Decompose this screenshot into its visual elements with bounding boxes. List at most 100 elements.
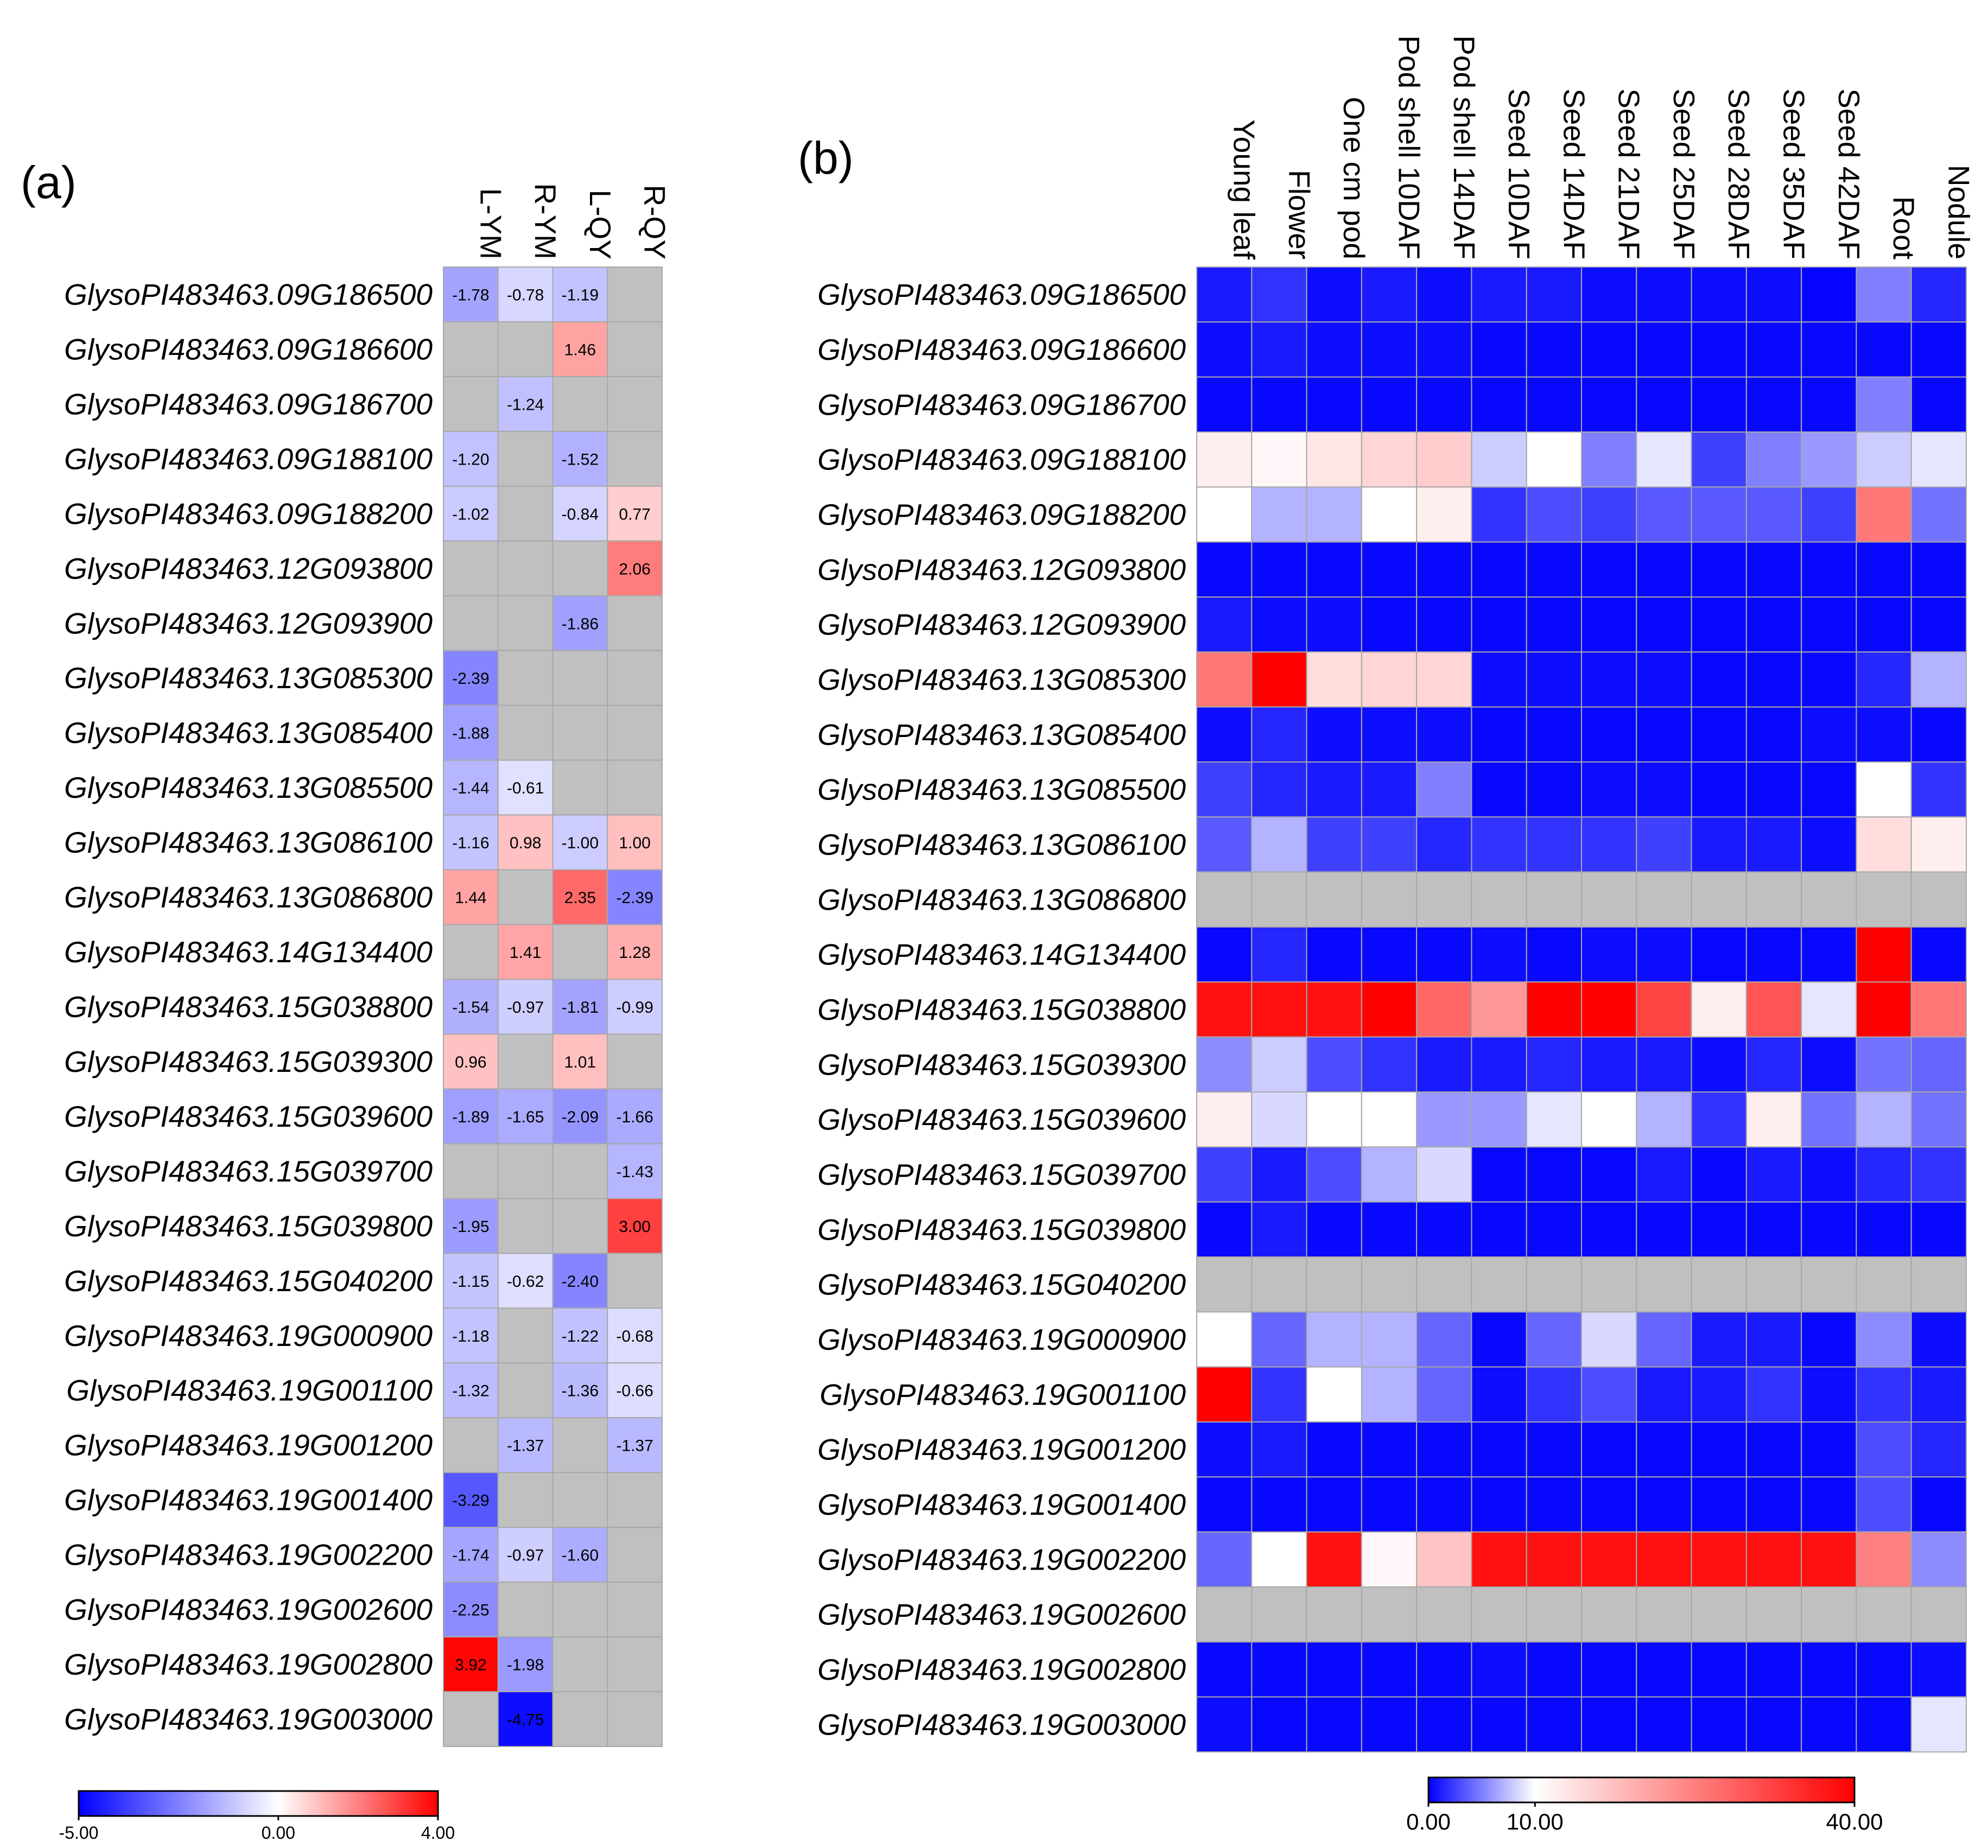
heatmap-cell xyxy=(1306,981,1362,1038)
heatmap-cell xyxy=(1636,871,1692,928)
heatmap-cell xyxy=(1416,541,1472,598)
cell-value-label: -1.36 xyxy=(562,1382,599,1400)
heatmap-cell xyxy=(1251,1201,1307,1258)
heatmap-cell xyxy=(1251,706,1307,763)
heatmap-cell xyxy=(1416,651,1472,708)
heatmap-cell xyxy=(1416,1036,1472,1093)
heatmap-cell xyxy=(1471,266,1527,323)
heatmap-cell xyxy=(1636,1091,1692,1148)
heatmap-cell xyxy=(1745,486,1802,543)
heatmap-cell xyxy=(497,1582,554,1638)
heatmap-cell xyxy=(1251,376,1307,433)
heatmap-cell xyxy=(1581,1366,1637,1423)
heatmap-cell xyxy=(552,376,608,432)
heatmap-cell xyxy=(1801,321,1857,378)
heatmap-cell xyxy=(1471,1311,1527,1368)
cell-value-label: -1.74 xyxy=(452,1547,489,1565)
heatmap-cell xyxy=(1856,1146,1912,1203)
heatmap-cell xyxy=(1745,761,1802,818)
heatmap-cell xyxy=(1416,1256,1472,1313)
row-label: GlysoPI483463.12G093800 xyxy=(64,551,433,585)
row-label: GlysoPI483463.15G039600 xyxy=(817,1103,1186,1136)
heatmap-cell xyxy=(1801,1091,1857,1148)
heatmap-cell xyxy=(1471,1476,1527,1533)
heatmap-cell xyxy=(1745,266,1802,323)
heatmap-cell xyxy=(443,869,499,925)
heatmap-cell xyxy=(443,540,499,596)
heatmap-cell xyxy=(1361,1256,1418,1313)
heatmap-cell xyxy=(1745,1476,1802,1533)
heatmap-cell xyxy=(1691,321,1747,378)
heatmap-cell xyxy=(497,540,554,596)
heatmap-cell xyxy=(1910,596,1967,653)
heatmap-cell xyxy=(552,1472,608,1528)
heatmap-panel-b: (b) Young leaf Flower One cm pod Pod shell 1… xyxy=(798,35,1976,1834)
heatmap-cell xyxy=(1910,541,1967,598)
heatmap-cell xyxy=(1745,926,1802,983)
heatmap-cell xyxy=(1196,431,1253,488)
heatmap-cell xyxy=(497,1143,554,1199)
heatmap-cell xyxy=(1745,1311,1802,1368)
colorbar-tick-label: 0.00 xyxy=(262,1823,295,1843)
heatmap-cell xyxy=(1471,1201,1527,1258)
heatmap-cell xyxy=(1361,486,1418,543)
heatmap-cell xyxy=(1306,1641,1362,1698)
cell-value-label: -1.02 xyxy=(452,505,489,523)
heatmap-cell xyxy=(1306,1696,1362,1753)
cell-value-label: -1.20 xyxy=(452,450,489,468)
cell-value-label: 1.28 xyxy=(619,944,650,962)
heatmap-cell xyxy=(1581,1201,1637,1258)
heatmap-cell xyxy=(552,540,608,596)
row-label: GlysoPI483463.19G001400 xyxy=(817,1488,1186,1521)
heatmap-cell xyxy=(1471,1421,1527,1478)
heatmap-cell xyxy=(552,650,608,706)
heatmap-cell xyxy=(1306,1586,1362,1643)
heatmap-cell xyxy=(1196,981,1253,1038)
heatmap-cell xyxy=(1361,1531,1418,1588)
heatmap-cell xyxy=(1196,1641,1253,1698)
heatmap-cell xyxy=(1416,1311,1472,1368)
heatmap-cell xyxy=(443,1143,499,1199)
row-label: GlysoPI483463.15G038800 xyxy=(64,990,433,1024)
heatmap-cell xyxy=(1636,541,1692,598)
heatmap-cell xyxy=(1636,1366,1692,1423)
heatmap-cell xyxy=(1910,1586,1967,1643)
cell-value-label: -0.99 xyxy=(616,999,653,1017)
heatmap-cell xyxy=(1636,266,1692,323)
heatmap-cell xyxy=(1801,1476,1857,1533)
heatmap-cell xyxy=(607,1636,663,1693)
heatmap-cell xyxy=(552,979,608,1035)
column-label: Seed 42DAF xyxy=(1832,88,1866,259)
heatmap-cell xyxy=(1306,321,1362,378)
heatmap-cell xyxy=(1910,1366,1967,1423)
heatmap-cell xyxy=(497,1691,554,1748)
cell-value-label: 1.00 xyxy=(619,834,650,852)
heatmap-cell xyxy=(1526,1586,1583,1643)
heatmap-cell xyxy=(1856,1091,1912,1148)
heatmap-cell xyxy=(1471,596,1527,653)
heatmap-cell xyxy=(443,485,499,542)
heatmap-cell xyxy=(1251,1696,1307,1753)
heatmap-cell xyxy=(1526,1201,1583,1258)
heatmap-cell xyxy=(1196,761,1253,818)
row-label: GlysoPI483463.13G086800 xyxy=(817,882,1186,916)
heatmap-cell xyxy=(1801,431,1857,488)
row-label: GlysoPI483463.19G000900 xyxy=(64,1319,433,1352)
heatmap-cell xyxy=(1581,376,1637,433)
heatmap-cell xyxy=(1526,871,1583,928)
heatmap-cell xyxy=(1306,1531,1362,1588)
heatmap-cell xyxy=(443,1636,499,1693)
column-label: L-QY xyxy=(583,190,617,259)
heatmap-cell xyxy=(1856,1476,1912,1533)
heatmap-cell xyxy=(497,650,554,706)
heatmap-cell xyxy=(1636,706,1692,763)
colorbar xyxy=(1427,1776,1856,1803)
heatmap-cell xyxy=(1526,926,1583,983)
heatmap-cell xyxy=(1526,1476,1583,1533)
heatmap-cell xyxy=(1636,376,1692,433)
heatmap-cell xyxy=(1856,596,1912,653)
heatmap-cell xyxy=(1691,486,1747,543)
row-label: GlysoPI483463.09G186600 xyxy=(64,332,433,366)
heatmap-cell xyxy=(1745,1036,1802,1093)
